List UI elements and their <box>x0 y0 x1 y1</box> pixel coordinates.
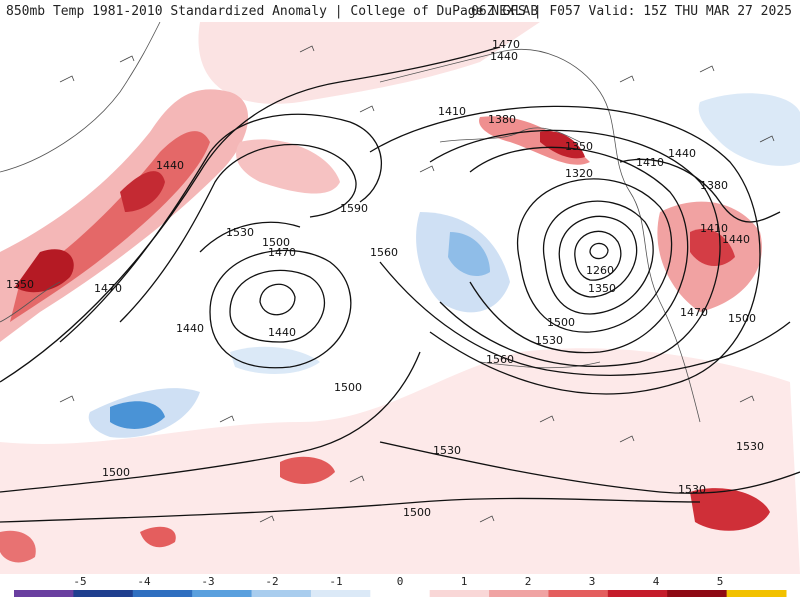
contour-label: 1500 <box>334 381 362 394</box>
contour-label: 1410 <box>700 222 728 235</box>
color-legend-swatch <box>667 590 728 597</box>
color-legend-tick: 3 <box>588 575 596 588</box>
contour-label: 1440 <box>176 322 204 335</box>
color-legend-tick: 1 <box>460 575 468 588</box>
contour-label: 1500 <box>547 316 575 329</box>
contour-label: 1500 <box>262 236 290 249</box>
color-legend-tick: 4 <box>652 575 660 588</box>
contour-label: 1440 <box>490 50 518 63</box>
contour-label: 1500 <box>403 506 431 519</box>
contour-label: 1530 <box>678 483 706 496</box>
contour-label: 1530 <box>226 226 254 239</box>
contour-label: 1500 <box>728 312 756 325</box>
contour-label: 1350 <box>588 282 616 295</box>
contour-label: 1590 <box>340 202 368 215</box>
contour-label: 1500 <box>102 466 130 479</box>
color-legend-swatch <box>429 590 490 597</box>
color-legend-swatch <box>192 590 253 597</box>
contour-label: 1470 <box>492 38 520 51</box>
color-legend-swatch <box>14 590 74 597</box>
contour-label: 1410 <box>438 105 466 118</box>
contour-label: 1440 <box>268 326 296 339</box>
contour-label: 1560 <box>486 353 514 366</box>
color-legend-swatch <box>607 590 668 597</box>
color-legend-swatch <box>548 590 609 597</box>
color-legend: -5 -4 -3 -2 -1 0 1 2 3 4 5 <box>0 574 800 600</box>
map-header: 850mb Temp 1981-2010 Standardized Anomal… <box>0 0 800 22</box>
contour-label: 1350 <box>6 278 34 291</box>
map-title: 850mb Temp 1981-2010 Standardized Anomal… <box>6 4 539 19</box>
color-legend-tick: 2 <box>524 575 532 588</box>
color-legend-swatch <box>251 590 312 597</box>
contour-label: 1560 <box>370 246 398 259</box>
contour-label: 1440 <box>668 147 696 160</box>
contour-label: 1470 <box>94 282 122 295</box>
contour-label: 1470 <box>680 306 708 319</box>
contour-label: 1380 <box>488 113 516 126</box>
contour-label: 1380 <box>700 179 728 192</box>
color-legend-swatch <box>726 590 787 597</box>
contour-label: 1260 <box>586 264 614 277</box>
contour-labels: 1470 1440 1410 1380 1350 1320 1410 1440 … <box>6 38 764 519</box>
wind-barbs <box>59 45 775 523</box>
contour-label: 1350 <box>565 140 593 153</box>
model-run-info: 06Z GFS | F057 Valid: 15Z THU MAR 27 202… <box>471 4 792 19</box>
contour-label: 1440 <box>156 159 184 172</box>
color-legend-swatch <box>132 590 193 597</box>
color-legend-tick: 0 <box>396 575 404 588</box>
contour-label: 1530 <box>736 440 764 453</box>
contour-label: 1410 <box>636 156 664 169</box>
contour-label: 1530 <box>535 334 563 347</box>
color-legend-swatch <box>489 590 549 597</box>
height-contours <box>0 46 800 523</box>
contour-label: 1320 <box>565 167 593 180</box>
color-legend-tick: 5 <box>716 575 724 588</box>
color-legend-tick: -1 <box>329 575 343 588</box>
contour-label: 1440 <box>722 233 750 246</box>
color-legend-tick: -4 <box>137 575 151 588</box>
color-legend-tick: -5 <box>73 575 87 588</box>
color-legend-tick: -2 <box>265 575 279 588</box>
color-legend-swatch <box>370 590 431 597</box>
contour-label: 1470 <box>268 246 296 259</box>
color-legend-swatch <box>73 590 134 597</box>
color-legend-tick: -3 <box>201 575 215 588</box>
anomaly-shading <box>0 22 800 574</box>
contour-label: 1530 <box>433 444 461 457</box>
anomaly-map: 1470 1440 1410 1380 1350 1320 1410 1440 … <box>0 21 800 574</box>
color-legend-swatches <box>14 590 787 597</box>
color-legend-swatch <box>310 590 371 597</box>
